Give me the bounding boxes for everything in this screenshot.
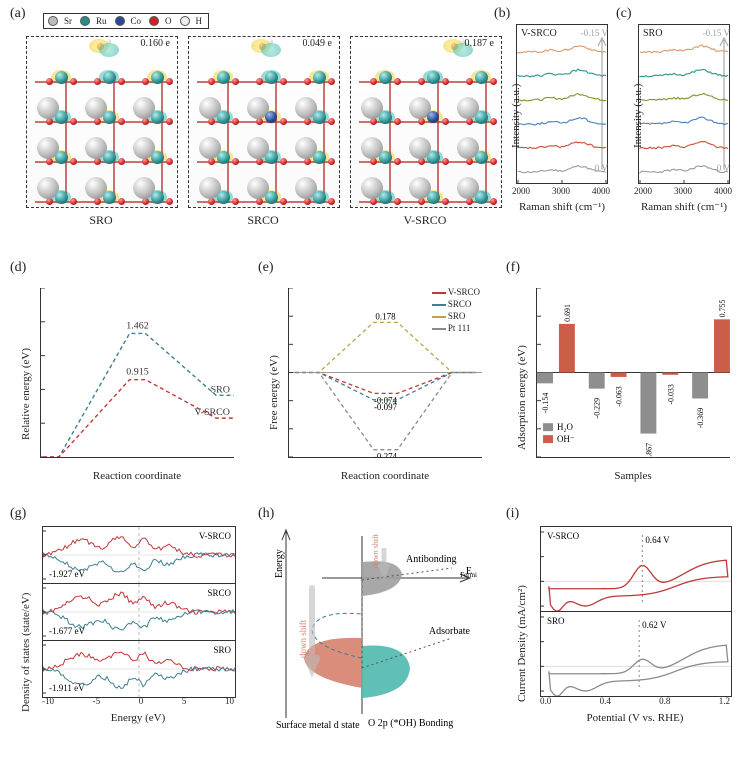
raman-xlabel-b: Raman shift (cm⁻¹) [516,200,608,213]
h-svg: EnergyEFermidown shiftdown shiftAntibond… [262,518,482,738]
svg-text:Fermi: Fermi [460,571,477,579]
d-svg: 0.00.40.81.21.62.0H₂OTSH-OH1.462SRO0.915… [41,288,234,457]
g-chart: -1.927 eV V-SRCO -1.677 eV SRCO -1.911 eV SRO [42,526,234,699]
f-svg: -1.2-0.8-0.40.00.40.81.2-0.1540.691VSRCO… [537,288,730,457]
struct-vsrcO [350,36,502,208]
panel-f: Adsorption energy (eV) -1.2-0.8-0.40.00.… [504,270,736,500]
svg-text:SRO: SRO [211,384,230,395]
svg-text:SRCO: SRCO [207,588,231,598]
struct-sro [26,36,178,208]
svg-text:SRO: SRO [547,616,565,626]
g-ylabel: Density of states (state/eV) [20,593,32,712]
svg-text:-0.274: -0.274 [374,452,398,457]
raman-svg-c [638,24,730,184]
d-ylabel: Relative energy (eV) [20,348,32,440]
svg-text:-1.911 eV: -1.911 eV [49,683,85,693]
panel-i: Current Density (mA/cm²) 0.64 VV-SRCO-10… [504,512,736,747]
e-xlabel: Reaction coordinate [288,470,482,482]
d-xlabel: Reaction coordinate [40,470,234,482]
svg-text:down shift: down shift [371,533,380,568]
i-xlabel: Potential (V vs. RHE) [540,712,730,724]
svg-text:Energy: Energy [274,549,285,578]
svg-text:-0.369: -0.369 [696,408,705,429]
svg-text:Antibonding: Antibonding [406,554,457,565]
raman-ylabel-c: Intensity (a.u.) [632,84,644,148]
panel-b: V-SRCO -0.15 V 0 V Intensity (a.u.) Rama… [496,18,611,213]
f-xlabel: Samples [536,470,730,482]
g-xlabel: Energy (eV) [42,712,234,724]
svg-text:-0.867: -0.867 [644,443,653,457]
svg-text:SRO: SRO [213,645,231,655]
panel-c: SRO -0.15 V 0 V Intensity (a.u.) Raman s… [618,18,733,213]
svg-text:down shift: down shift [298,619,308,658]
svg-text:0.691: 0.691 [563,304,572,322]
svg-text:0.64 V: 0.64 V [645,535,670,545]
svg-text:1.462: 1.462 [126,320,148,331]
raman-title-c: SRO [643,28,662,39]
svg-text:-0.063: -0.063 [615,386,624,407]
i-chart: 0.64 VV-SRCO-10120.62 VSRO-1012 [540,526,730,699]
svg-text:0.62 V: 0.62 V [642,620,667,630]
atom-legend: SrRuCoOH [43,13,209,29]
svg-text:OH⁻: OH⁻ [557,434,575,444]
raman-xlabel-c: Raman shift (cm⁻¹) [638,200,730,213]
d-chart: 0.00.40.81.21.62.0H₂OTSH-OH1.462SRO0.915… [40,288,234,458]
raman-ylabel-b: Intensity (a.u.) [510,84,522,148]
svg-text:0.755: 0.755 [718,299,727,317]
raman-vlo-b: 0 V [595,163,608,173]
panel-h: EnergyEFermidown shiftdown shiftAntibond… [256,512,488,747]
svg-text:-0.097: -0.097 [374,402,398,412]
svg-text:H₂O: H₂O [557,422,574,432]
svg-text:-1.677 eV: -1.677 eV [49,626,85,636]
svg-text:Surface metal d state: Surface metal d state [276,720,360,731]
panel-e: Free energy (eV) -0.3-0.2-0.10.00.10.20.… [256,270,488,500]
svg-text:-0.229: -0.229 [593,398,602,419]
svg-text:O 2p (*OH) Bonding: O 2p (*OH) Bonding [368,718,453,729]
svg-text:-0.033: -0.033 [666,384,675,405]
raman-title-b: V-SRCO [521,28,557,39]
panel-d: Relative energy (eV) 0.00.40.81.21.62.0H… [8,270,240,500]
raman-vhi-b: -0.15 V [581,28,608,38]
svg-text:Adsorbate: Adsorbate [429,626,471,637]
svg-text:0.915: 0.915 [126,367,148,378]
svg-text:0.178: 0.178 [375,311,396,321]
raman-svg-b [516,24,608,184]
svg-text:V-SRCO: V-SRCO [194,407,230,418]
svg-text:V-SRCO: V-SRCO [547,531,580,541]
panel-g: Density of states (state/eV) -1.927 eV V-… [8,512,240,747]
panel-a: SrRuCoOH 0.160 eSRO0.049 eSRCO0.187 eV-S… [8,8,488,238]
e-ylabel: Free energy (eV) [268,355,280,430]
raman-vhi-c: -0.15 V [703,28,730,38]
f-chart: -1.2-0.8-0.40.00.40.81.2-0.1540.691VSRCO… [536,288,730,458]
svg-text:-1.927 eV: -1.927 eV [49,569,85,579]
raman-vlo-c: 0 V [717,163,730,173]
svg-text:-0.154: -0.154 [541,393,550,414]
f-ylabel: Adsorption energy (eV) [516,345,528,450]
i-ylabel: Current Density (mA/cm²) [516,585,528,702]
e-legend: V-SRCOSRCOSROPt 111 [432,286,480,334]
svg-text:V-SRCO: V-SRCO [199,531,232,541]
struct-srco [188,36,340,208]
